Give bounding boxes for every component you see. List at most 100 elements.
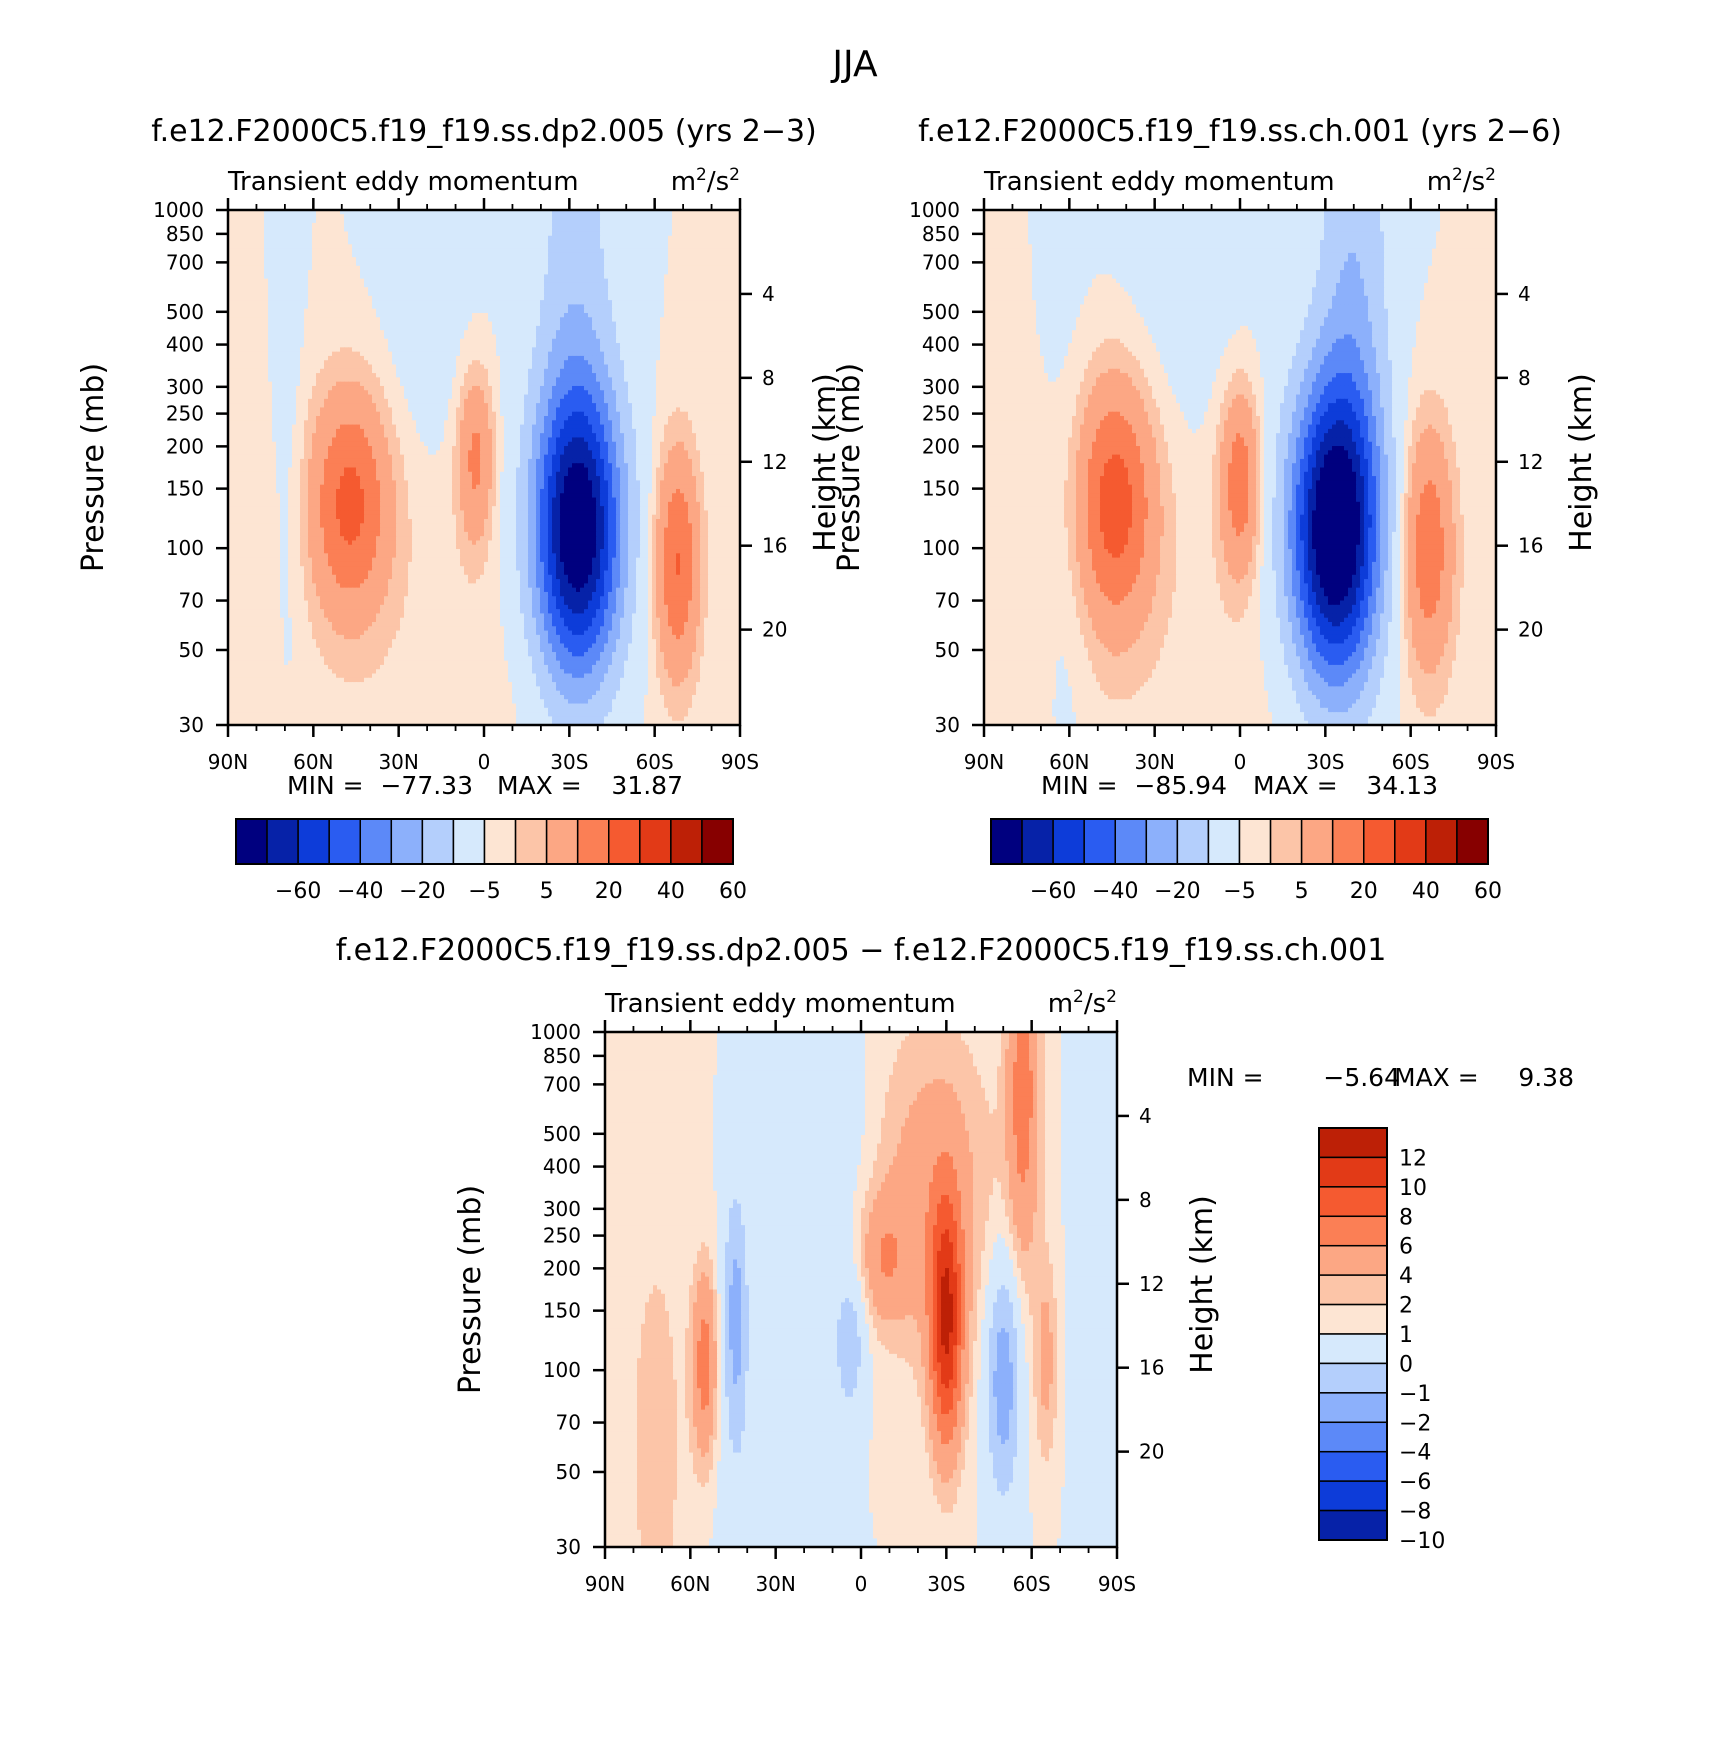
y-axis-label: Pressure (mb)	[453, 1185, 488, 1394]
colorbar-box	[1318, 1303, 1388, 1335]
y-tick-label: 300	[922, 375, 960, 399]
colorbar-box	[1318, 1127, 1388, 1159]
max-value: 34.13	[1366, 771, 1438, 800]
colorbar-box	[452, 818, 486, 865]
max-label: MAX =	[497, 771, 582, 800]
colorbar-box	[608, 818, 641, 865]
y-tick-label: 30	[935, 713, 960, 737]
colorbar-box	[1318, 1509, 1388, 1541]
colorbar-box	[701, 818, 734, 865]
min-value: −5.64	[1323, 1063, 1400, 1092]
min-value: −77.33	[380, 771, 473, 800]
colorbar-label: 1	[1399, 1323, 1413, 1348]
colorbar-box	[1425, 818, 1458, 865]
colorbar-label: −4	[1399, 1441, 1431, 1466]
colorbar: −60 −40 −20 −5 5 20 40 60	[990, 818, 1502, 904]
colorbar-label: 20	[1350, 879, 1378, 904]
x-tick-label: 90S	[1098, 1572, 1136, 1596]
colorbar-label: 5	[1295, 879, 1309, 904]
y-tick-label: 150	[166, 477, 204, 501]
y-tick-label: 100	[922, 536, 960, 560]
x-tick-label: 30N	[378, 750, 418, 774]
y-tick-label: 70	[179, 589, 204, 613]
y-tick-label: 700	[922, 250, 960, 274]
colorbar-box	[483, 818, 517, 865]
colorbar-label: −60	[275, 879, 321, 904]
panel-title: f.e12.F2000C5.f19_f19.ss.dp2.005 − f.e12…	[336, 933, 1387, 968]
y2-tick-label: 4	[762, 282, 775, 306]
panel-top-right: f.e12.F2000C5.f19_f19.ss.ch.001 (yrs 2−6…	[832, 114, 1599, 904]
x-tick-label: 0	[478, 750, 491, 774]
y2-tick-label: 12	[762, 450, 787, 474]
y-axis-label: Pressure (mb)	[76, 363, 111, 572]
colorbar-label: 4	[1399, 1264, 1413, 1289]
y-tick-label: 700	[166, 250, 204, 274]
colorbar-box	[1331, 818, 1365, 865]
y-tick-label: 400	[922, 333, 960, 357]
y2-tick-label: 8	[1139, 1188, 1152, 1212]
colorbar-box	[1176, 818, 1210, 865]
max-label: MAX =	[1394, 1063, 1479, 1092]
colorbar-box	[1083, 818, 1116, 865]
colorbar-box	[1318, 1244, 1388, 1276]
colorbar-box	[235, 818, 268, 865]
colorbar-label: −40	[1092, 879, 1138, 904]
y2-tick-label: 20	[762, 618, 787, 642]
colorbar-label: 40	[1412, 879, 1440, 904]
colorbar-box	[1456, 818, 1489, 865]
colorbar-box	[266, 818, 299, 865]
colorbar-label: −40	[337, 879, 383, 904]
panel-variable-label: Transient eddy momentum	[604, 989, 956, 1019]
panel-title: f.e12.F2000C5.f19_f19.ss.dp2.005 (yrs 2−…	[151, 114, 817, 149]
min-label: MIN =	[1187, 1063, 1264, 1092]
colorbar-frame	[1318, 1127, 1388, 1541]
colorbar-box	[328, 818, 361, 865]
contour-field	[984, 210, 1496, 725]
y-tick-label: 1000	[530, 1020, 581, 1044]
colorbar-label: 60	[1474, 879, 1502, 904]
colorbar-box	[1021, 818, 1054, 865]
colorbar-box	[390, 818, 424, 865]
colorbar-box	[1318, 1156, 1388, 1188]
colorbar-label: −2	[1399, 1411, 1431, 1436]
x-tick-label: 90S	[1477, 750, 1515, 774]
y-tick-label: 500	[543, 1122, 581, 1146]
panel-title: f.e12.F2000C5.f19_f19.ss.ch.001 (yrs 2−6…	[918, 114, 1562, 149]
y-tick-label: 50	[935, 638, 960, 662]
y2-tick-label: 20	[1518, 618, 1543, 642]
y2-axis-label: Height (km)	[808, 373, 843, 552]
panel-bottom-diff: f.e12.F2000C5.f19_f19.ss.dp2.005 − f.e12…	[336, 933, 1574, 1596]
colorbar-label: 0	[1399, 1352, 1413, 1377]
y-tick-label: 400	[543, 1155, 581, 1179]
colorbar: −60 −40 −20 −5 5 20 40 60	[235, 818, 747, 904]
min-label: MIN =	[1041, 771, 1118, 800]
contour-field	[228, 210, 740, 725]
y2-tick-label: 16	[1139, 1356, 1164, 1380]
y-tick-label: 250	[922, 402, 960, 426]
colorbar-box	[1318, 1480, 1388, 1512]
y-tick-label: 50	[179, 638, 204, 662]
colorbar-label: −8	[1399, 1500, 1431, 1525]
panel-units-label: m2/s2	[671, 165, 740, 197]
x-tick-label: 90N	[964, 750, 1004, 774]
x-tick-label: 30N	[1134, 750, 1174, 774]
y-tick-label: 150	[543, 1299, 581, 1323]
y-tick-label: 850	[543, 1044, 581, 1068]
colorbar-label: 8	[1399, 1205, 1413, 1230]
colorbar-label: −5	[468, 879, 500, 904]
y-tick-label: 150	[922, 477, 960, 501]
x-tick-label: 60N	[670, 1572, 710, 1596]
colorbar-box	[1318, 1362, 1388, 1394]
colorbar-box	[421, 818, 455, 865]
colorbar-box	[1318, 1450, 1388, 1482]
colorbar-box	[1300, 818, 1334, 865]
colorbar-box	[1207, 818, 1241, 865]
y-tick-label: 700	[543, 1072, 581, 1096]
x-tick-label: 60S	[1392, 750, 1430, 774]
colorbar-label: −5	[1223, 879, 1255, 904]
y-tick-label: 850	[922, 222, 960, 246]
colorbar-label: −10	[1399, 1529, 1445, 1554]
x-tick-label: 30S	[550, 750, 588, 774]
colorbar-label: 20	[595, 879, 623, 904]
